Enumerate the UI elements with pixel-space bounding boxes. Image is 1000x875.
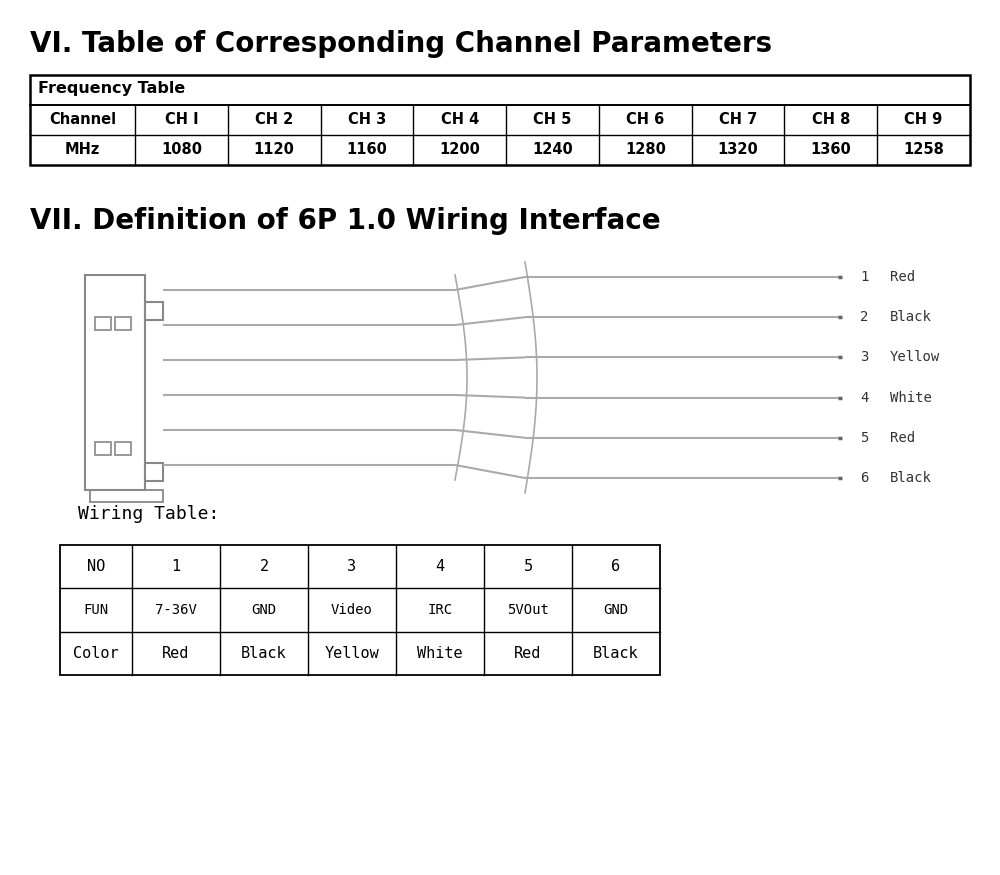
Text: 4: 4 xyxy=(860,390,868,404)
Text: 1240: 1240 xyxy=(532,143,573,158)
Text: FUN: FUN xyxy=(83,603,109,617)
Bar xyxy=(85,275,145,490)
Text: 5: 5 xyxy=(523,559,533,574)
Text: 6: 6 xyxy=(611,559,621,574)
Text: 3: 3 xyxy=(347,559,357,574)
Text: 3: 3 xyxy=(860,350,868,364)
Text: 1200: 1200 xyxy=(439,143,480,158)
Bar xyxy=(115,442,131,455)
Text: Red: Red xyxy=(162,646,190,661)
Text: 2: 2 xyxy=(259,559,269,574)
Text: Black: Black xyxy=(890,471,932,485)
Text: CH 9: CH 9 xyxy=(904,113,943,128)
Text: GND: GND xyxy=(251,603,277,617)
Text: Yellow: Yellow xyxy=(890,350,940,364)
Bar xyxy=(30,75,970,165)
Text: Black: Black xyxy=(593,646,639,661)
Text: 5: 5 xyxy=(860,430,868,444)
Text: 1160: 1160 xyxy=(347,143,387,158)
Text: 1360: 1360 xyxy=(810,143,851,158)
Text: Black: Black xyxy=(241,646,287,661)
Text: Red: Red xyxy=(890,270,915,284)
Text: CH 8: CH 8 xyxy=(812,113,850,128)
Text: Yellow: Yellow xyxy=(325,646,379,661)
Text: 1: 1 xyxy=(860,270,868,284)
Text: Frequency Table: Frequency Table xyxy=(38,81,185,96)
Text: 6: 6 xyxy=(860,471,868,485)
Bar xyxy=(60,545,660,675)
Bar xyxy=(145,302,163,320)
Text: White: White xyxy=(890,390,932,404)
Bar xyxy=(115,317,131,330)
Text: 1080: 1080 xyxy=(161,143,202,158)
Text: 1: 1 xyxy=(171,559,181,574)
Text: 4: 4 xyxy=(435,559,445,574)
Text: Red: Red xyxy=(890,430,915,444)
Bar xyxy=(95,442,111,455)
Text: CH 7: CH 7 xyxy=(719,113,757,128)
Text: 7-36V: 7-36V xyxy=(155,603,197,617)
Text: CH 6: CH 6 xyxy=(626,113,664,128)
Text: 1320: 1320 xyxy=(718,143,758,158)
Bar xyxy=(95,317,111,330)
Text: IRC: IRC xyxy=(427,603,453,617)
Text: GND: GND xyxy=(603,603,629,617)
Text: CH 5: CH 5 xyxy=(533,113,572,128)
Text: Channel: Channel xyxy=(49,113,116,128)
Text: CH 3: CH 3 xyxy=(348,113,386,128)
Bar xyxy=(145,463,163,481)
Text: VI. Table of Corresponding Channel Parameters: VI. Table of Corresponding Channel Param… xyxy=(30,30,772,58)
Text: Video: Video xyxy=(331,603,373,617)
Text: CH 2: CH 2 xyxy=(255,113,293,128)
Text: White: White xyxy=(417,646,463,661)
Text: NO: NO xyxy=(87,559,105,574)
Text: 2: 2 xyxy=(860,311,868,325)
Text: CH I: CH I xyxy=(165,113,198,128)
Text: MHz: MHz xyxy=(65,143,100,158)
Text: 1280: 1280 xyxy=(625,143,666,158)
Text: Red: Red xyxy=(514,646,542,661)
Text: 1258: 1258 xyxy=(903,143,944,158)
Text: Wiring Table:: Wiring Table: xyxy=(78,505,219,523)
Text: VII. Definition of 6P 1.0 Wiring Interface: VII. Definition of 6P 1.0 Wiring Interfa… xyxy=(30,207,661,235)
Text: Black: Black xyxy=(890,311,932,325)
Text: Color: Color xyxy=(73,646,119,661)
Text: 1120: 1120 xyxy=(254,143,295,158)
Text: CH 4: CH 4 xyxy=(441,113,479,128)
Text: 5VOut: 5VOut xyxy=(507,603,549,617)
